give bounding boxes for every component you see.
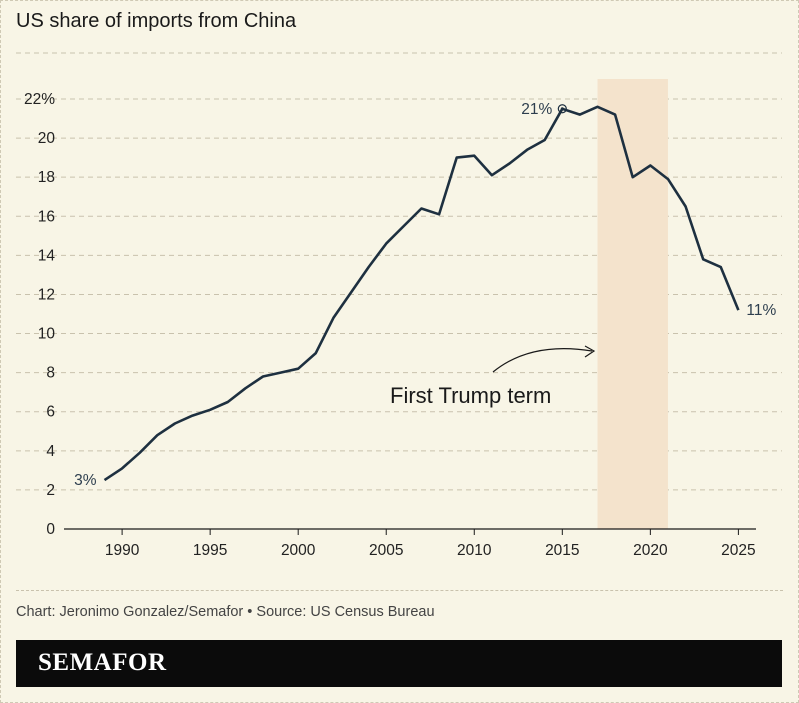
start-value-label: 3% bbox=[74, 472, 97, 489]
y-tick-label: 20 bbox=[38, 130, 56, 147]
brand-bar: SEMAFOR bbox=[16, 640, 782, 687]
semafor-logo: SEMAFOR bbox=[38, 649, 167, 676]
first-trump-term-band bbox=[597, 79, 668, 529]
x-tick-label: 2020 bbox=[633, 542, 668, 559]
y-tick-label: 6 bbox=[46, 404, 55, 421]
x-tick-label: 2025 bbox=[721, 542, 755, 559]
x-tick-label: 1995 bbox=[193, 542, 227, 559]
y-tick-label: 16 bbox=[38, 208, 55, 225]
import-share-line bbox=[103, 105, 740, 482]
y-tick-label: 4 bbox=[46, 443, 55, 460]
peak-marker-dot bbox=[560, 107, 564, 111]
trump-term-label: First Trump term bbox=[390, 383, 551, 408]
x-tick-label: 2010 bbox=[457, 542, 492, 559]
chart-title: US share of imports from China bbox=[16, 10, 297, 32]
y-tick-label: 12 bbox=[38, 286, 55, 303]
y-tick-label: 10 bbox=[38, 326, 56, 343]
footer-divider bbox=[16, 590, 783, 591]
peak-marker bbox=[557, 104, 567, 114]
y-tick-label: 8 bbox=[46, 365, 55, 382]
x-tick-label: 2015 bbox=[545, 542, 579, 559]
trump-term-arrow bbox=[492, 348, 593, 373]
y-tick-label: 22% bbox=[24, 91, 55, 108]
y-tick-label: 0 bbox=[46, 521, 55, 538]
x-tick-label: 1990 bbox=[105, 542, 140, 559]
end-value-label: 11% bbox=[746, 302, 776, 319]
x-axis-ticks: 1990 1995 2000 2005 2010 2015 2020 2025 bbox=[105, 529, 756, 559]
y-tick-label: 18 bbox=[38, 169, 55, 186]
x-tick-label: 2005 bbox=[369, 542, 403, 559]
line-chart: 0 2 4 6 8 10 12 14 16 18 20 22% 1990 1995 2000 2005 201… bbox=[16, 52, 782, 559]
y-tick-label: 2 bbox=[46, 482, 55, 499]
source-credit: Chart: Jeronimo Gonzalez/Semafor • Sourc… bbox=[16, 604, 435, 620]
gridlines bbox=[16, 52, 782, 491]
y-axis-ticks: 0 2 4 6 8 10 12 14 16 18 20 22% bbox=[24, 91, 55, 538]
annotations: 3% 21% 11% First Trump term bbox=[74, 101, 776, 489]
x-tick-label: 2000 bbox=[281, 542, 316, 559]
y-tick-label: 14 bbox=[38, 247, 56, 264]
peak-value-label: 21% bbox=[521, 101, 552, 118]
trump-term-arrowhead bbox=[584, 345, 596, 358]
